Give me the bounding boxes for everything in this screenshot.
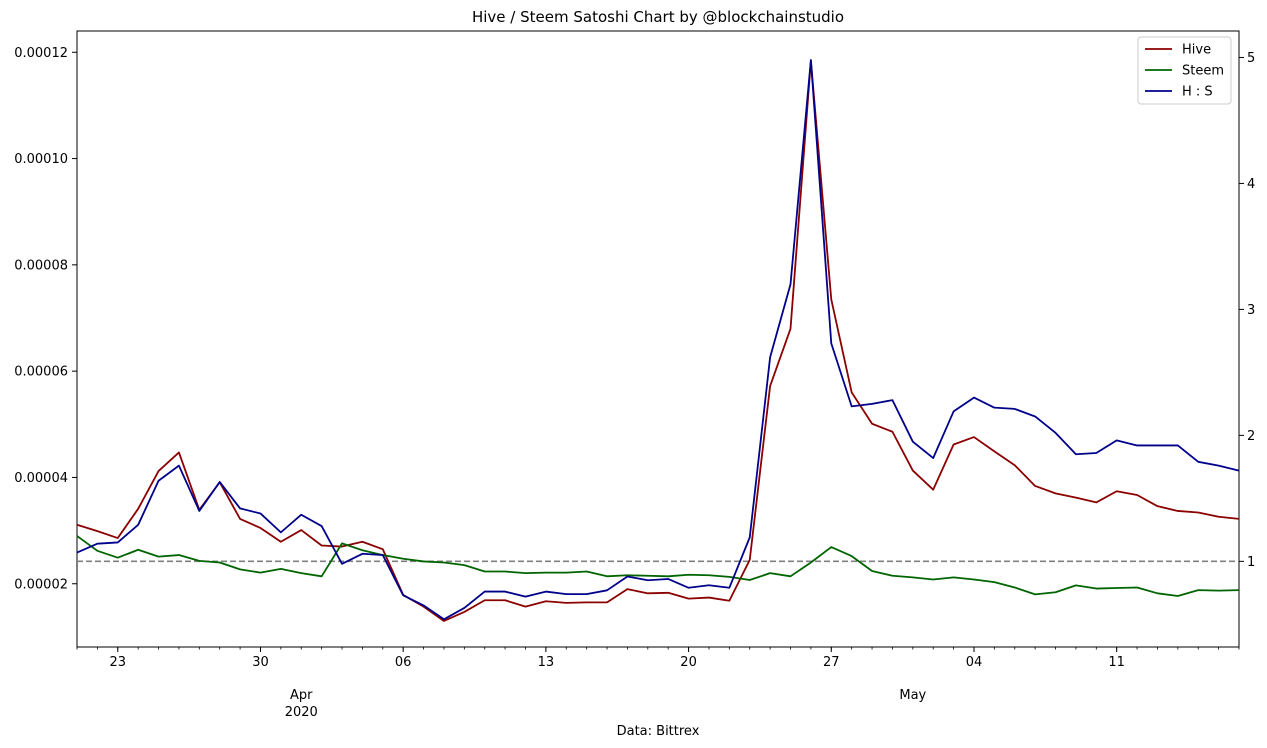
- left-tick-label: 0.00004: [14, 471, 68, 486]
- right-tick-label: 4: [1247, 177, 1255, 192]
- x-tick-label: 04: [966, 655, 983, 670]
- x-year-label: 2020: [285, 705, 318, 720]
- x-tick-label: 30: [252, 655, 269, 670]
- right-tick-label: 2: [1247, 429, 1255, 444]
- left-tick-label: 0.00010: [14, 152, 68, 167]
- right-tick-label: 1: [1247, 555, 1255, 570]
- x-tick-label: 20: [680, 655, 697, 670]
- left-tick-label: 0.00012: [14, 46, 68, 61]
- left-tick-label: 0.00008: [14, 258, 68, 273]
- x-tick-label: 27: [823, 655, 840, 670]
- x-axis-label: Data: Bittrex: [617, 724, 700, 739]
- x-axis: 23 30 06 13 20 27 04 11 Apr 2020 May: [76, 647, 1240, 720]
- x-tick-label: 13: [538, 655, 555, 670]
- legend-frame: [1137, 36, 1232, 105]
- legend-label: Steem: [1182, 64, 1224, 79]
- legend: Hive Steem H : S: [1137, 36, 1232, 105]
- x-tick-label: 11: [1108, 655, 1125, 670]
- chart-title: Hive / Steem Satoshi Chart by @blockchai…: [472, 8, 844, 26]
- x-tick-label: 06: [395, 655, 412, 670]
- plot-area: [76, 30, 1240, 648]
- x-tick-label: 23: [109, 655, 126, 670]
- left-tick-label: 0.00006: [14, 365, 68, 380]
- series-line-1: [76, 535, 1240, 597]
- x-month-label: Apr: [290, 688, 313, 703]
- legend-label: H : S: [1182, 85, 1213, 100]
- left-y-axis: 0.00002 0.00004 0.00006 0.00008 0.00010 0.000…: [14, 46, 77, 592]
- left-tick-label: 0.00002: [14, 577, 68, 592]
- right-y-axis: 1 2 3 4 5: [1239, 51, 1255, 570]
- series-line-0: [76, 59, 1240, 622]
- right-tick-label: 5: [1247, 51, 1255, 66]
- x-month-label: May: [899, 688, 926, 703]
- right-tick-label: 3: [1247, 303, 1255, 318]
- legend-label: Hive: [1182, 43, 1211, 58]
- series-layer: [76, 59, 1240, 622]
- series-line-2: [76, 59, 1240, 621]
